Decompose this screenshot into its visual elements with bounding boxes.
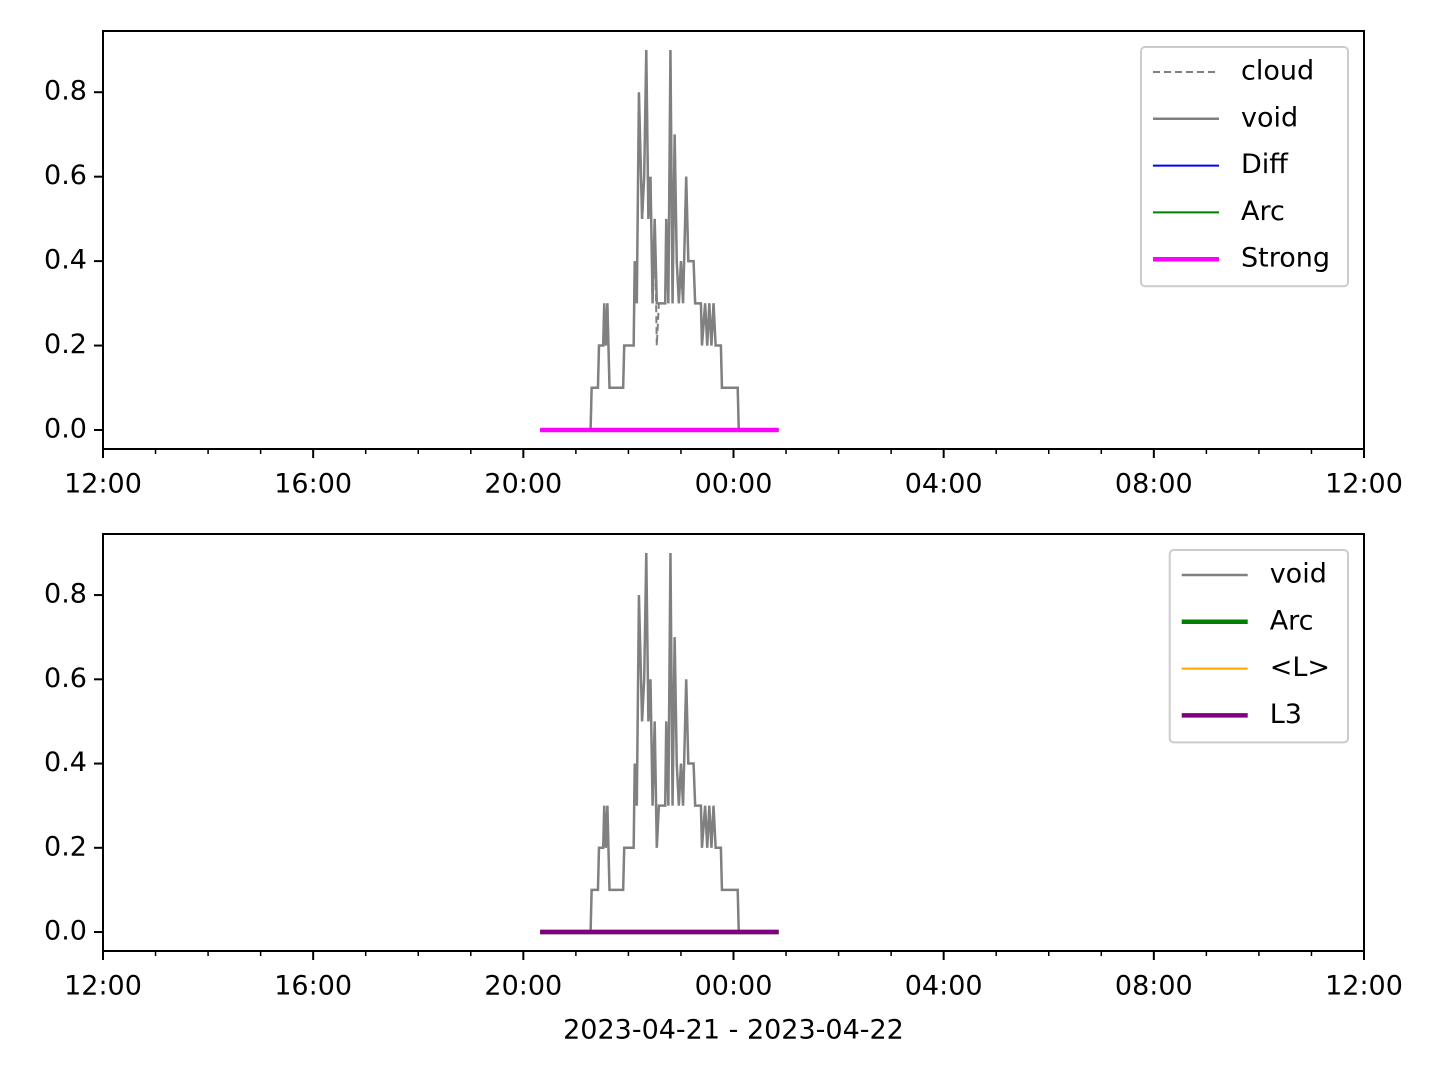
plot-area	[540, 49, 779, 433]
x-tick-label: 16:00	[274, 469, 352, 500]
x-tick-label: 12:00	[1325, 469, 1403, 500]
legend-label: Arc	[1270, 605, 1314, 636]
x-tick-label: 16:00	[274, 971, 352, 1002]
x-tick-label: 08:00	[1115, 469, 1193, 500]
x-tick-label: 04:00	[905, 469, 983, 500]
legend-label: Arc	[1241, 196, 1285, 227]
legend-label: void	[1241, 102, 1298, 133]
y-tick-label: 0.8	[44, 579, 87, 610]
legend-label: void	[1270, 559, 1327, 590]
y-tick-label: 0.4	[44, 245, 87, 276]
y-tick-label: 0.4	[44, 747, 87, 778]
legend-label: <L>	[1270, 652, 1330, 683]
legend-label: Strong	[1241, 243, 1330, 274]
legend: cloud void Diff Arc Strong	[1139, 46, 1349, 288]
x-tick-label: 20:00	[484, 971, 562, 1002]
legend: void Arc <L> L3	[1168, 549, 1349, 744]
x-axis-label: 2023-04-21 - 2023-04-22	[563, 1015, 904, 1046]
y-tick-label: 0.8	[44, 76, 87, 107]
y-tick-label: 0.0	[44, 414, 87, 445]
series-line	[586, 49, 745, 432]
legend-label: Diff	[1241, 149, 1289, 180]
legend-box	[1139, 46, 1349, 288]
y-tick-label: 0.6	[44, 160, 87, 191]
y-tick-label: 0.6	[44, 663, 87, 694]
y-tick-label: 0.2	[44, 329, 87, 360]
legend-label: cloud	[1241, 56, 1314, 87]
x-tick-label: 08:00	[1115, 971, 1193, 1002]
x-tick-label: 04:00	[905, 971, 983, 1002]
legend-label: L3	[1270, 699, 1302, 730]
y-tick-label: 0.2	[44, 831, 87, 862]
plot-area	[540, 552, 779, 935]
x-tick-label: 00:00	[695, 971, 773, 1002]
x-tick-label: 20:00	[484, 469, 562, 500]
legend-box	[1168, 549, 1349, 744]
series-line	[586, 552, 745, 934]
x-tick-label: 00:00	[695, 469, 773, 500]
x-tick-label: 12:00	[1325, 971, 1403, 1002]
y-tick-label: 0.0	[44, 916, 87, 947]
x-tick-label: 12:00	[64, 469, 142, 500]
x-tick-label: 12:00	[64, 971, 142, 1002]
